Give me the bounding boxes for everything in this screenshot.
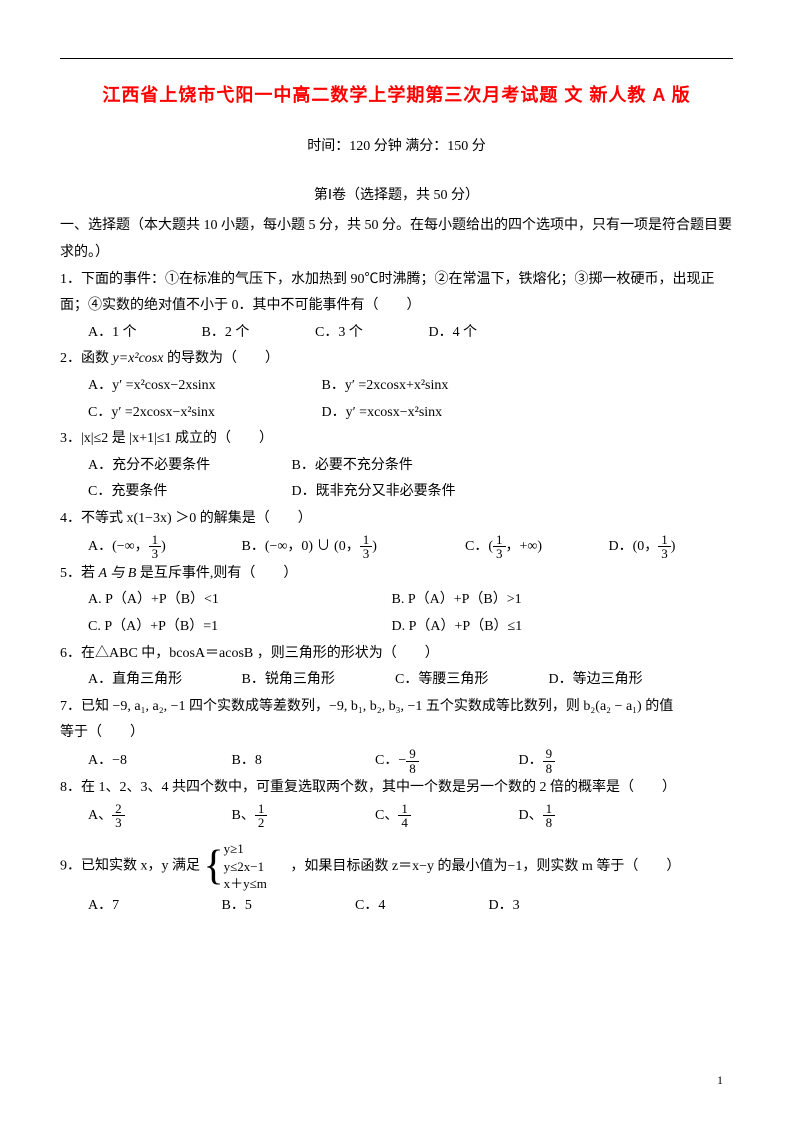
q1-opt-d: D．4 个 [429, 320, 539, 347]
q2-stem-pre: 2．函数 [60, 351, 113, 366]
q9-pre: 9．已知实数 x，y 满足 [60, 859, 200, 874]
q7-opt-b: B．8 [232, 748, 372, 775]
question-8-stem: 8．在 1、2、3、4 共四个数中，可重复选取两个数，其中一个数是另一个数的 2… [60, 775, 733, 802]
q8-opt-d: D、18 [519, 802, 659, 830]
q2-func: y=x²cosx [113, 351, 164, 366]
question-1-options: A．1 个 B．2 个 C．3 个 D．4 个 [60, 320, 733, 347]
q4-opt-c: C．(13，+∞) [465, 533, 605, 561]
q1-opt-a: A．1 个 [88, 320, 198, 347]
question-5-stem: 5．若 A 与 B 是互斥事件,则有（ ） [60, 561, 733, 588]
question-7-stem2: 等于（ ） [60, 720, 733, 747]
top-rule [60, 58, 733, 59]
question-5-options-row1: A. P（A）+P（B）<1 B. P（A）+P（B）>1 [60, 587, 733, 614]
q8-opt-a: A、23 [88, 802, 228, 830]
q6-opt-b: B．锐角三角形 [242, 667, 392, 694]
q9-opt-c: C．4 [355, 893, 485, 920]
question-5-options-row2: C. P（A）+P（B）=1 D. P（A）+P（B）≤1 [60, 614, 733, 641]
question-2-options-row2: C．y′ =2xcosx−x²sinx D．y′ =xcosx−x²sinx [60, 400, 733, 427]
question-3-options-row2: C．充要条件 D．既非充分又非必要条件 [60, 479, 733, 506]
time-label: 时间： [307, 139, 349, 154]
q2-opt-d: D．y′ =xcosx−x²sinx [322, 400, 552, 427]
section-heading: 第Ⅰ卷（选择题，共 50 分） [60, 183, 733, 210]
q7-opt-c: C．−98 [375, 747, 515, 775]
q9-row3: x＋y≤m [224, 876, 267, 891]
question-3-options-row1: A．充分不必要条件 B．必要不充分条件 [60, 453, 733, 480]
q7-opt-a: A．−8 [88, 748, 228, 775]
q3-opt-b: B．必要不充分条件 [292, 453, 492, 480]
q3-opt-a: A．充分不必要条件 [88, 453, 288, 480]
q6-opt-d: D．等边三角形 [549, 667, 699, 694]
q6-opt-a: A．直角三角形 [88, 667, 238, 694]
q2-opt-a: A．y′ =x²cosx−2xsinx [88, 373, 318, 400]
question-3-stem: 3．|x|≤2 是 |x+1|≤1 成立的（ ） [60, 426, 733, 453]
q2-stem-suf: 的导数为（ ） [163, 351, 279, 366]
q7-opt-d: D．98 [519, 747, 659, 775]
q3-opt-d: D．既非充分又非必要条件 [292, 479, 492, 506]
question-6-stem: 6．在△ABC 中，bcosA＝acosB ，则三角形的形状为（ ） [60, 641, 733, 668]
q9-opt-d: D．3 [489, 893, 619, 920]
q5-pre: 5．若 [60, 566, 99, 581]
page-number: 1 [717, 1069, 723, 1092]
page-title: 江西省上饶市弋阳一中高二数学上学期第三次月考试题 文 新人教 A 版 [60, 78, 733, 112]
q4-opt-a: A．(−∞，13) [88, 533, 238, 561]
question-1-stem: 1．下面的事件：①在标准的气压下，水加热到 90℃时沸腾；②在常温下，铁熔化；③… [60, 267, 733, 320]
question-2-stem: 2．函数 y=x²cosx 的导数为（ ） [60, 346, 733, 373]
time-value: 120 分钟 [349, 139, 402, 154]
q9-post: ，如果目标函数 z＝x−y 的最小值为−1，则实数 m 等于（ ） [290, 859, 680, 874]
q5-ital: A 与 B [99, 566, 137, 581]
score-value: 150 分 [447, 139, 486, 154]
question-4-options: A．(−∞，13) B．(−∞，0) ∪ (0，13) C．(13，+∞) D．… [60, 533, 733, 561]
q5-opt-c: C. P（A）+P（B）=1 [88, 614, 388, 641]
q1-opt-c: C．3 个 [315, 320, 425, 347]
q9-opt-a: A．7 [88, 893, 218, 920]
question-6-options: A．直角三角形 B．锐角三角形 C．等腰三角形 D．等边三角形 [60, 667, 733, 694]
question-9-options: A．7 B．5 C．4 D．3 [60, 893, 733, 920]
q8-opt-c: C、14 [375, 802, 515, 830]
question-9-stem: 9．已知实数 x，y 满足 {y≥1 y≤2x−1 x＋y≤m ，如果目标函数 z＝… [60, 840, 733, 893]
question-8-options: A、23 B、12 C、14 D、18 [60, 802, 733, 830]
q1-opt-b: B．2 个 [202, 320, 312, 347]
question-4-stem: 4．不等式 x(1−3x) ＞0 的解集是（ ） [60, 506, 733, 533]
q2-opt-b: B．y′ =2xcosx+x²sinx [322, 373, 552, 400]
q3-opt-c: C．充要条件 [88, 479, 288, 506]
q8-opt-b: B、12 [232, 802, 372, 830]
brace-icon: { [204, 845, 224, 887]
q5-opt-a: A. P（A）+P（B）<1 [88, 587, 388, 614]
question-7-stem: 7．已知 −9, a₁, a₂, −1 四个实数成等差数列，−9, b₁, b₂… [60, 694, 733, 721]
q9-row1: y≥1 [224, 841, 244, 856]
question-2-options-row1: A．y′ =x²cosx−2xsinx B．y′ =2xcosx+x²sinx [60, 373, 733, 400]
q2-opt-c: C．y′ =2xcosx−x²sinx [88, 400, 318, 427]
q6-opt-c: C．等腰三角形 [395, 667, 545, 694]
q5-post: 是互斥事件,则有（ ） [136, 566, 297, 581]
q5-opt-b: B. P（A）+P（B）>1 [392, 587, 642, 614]
q9-system: y≥1 y≤2x−1 x＋y≤m [224, 840, 267, 893]
q5-opt-d: D. P（A）+P（B）≤1 [392, 614, 642, 641]
question-7-options: A．−8 B．8 C．−98 D．98 [60, 747, 733, 775]
section-intro: 一、选择题（本大题共 10 小题，每小题 5 分，共 50 分。在每小题给出的四… [60, 213, 733, 266]
q4-opt-d: D．(0，13) [609, 533, 719, 561]
exam-meta: 时间：120 分钟 满分：150 分 [60, 134, 733, 161]
score-label: 满分： [405, 139, 447, 154]
q9-row2: y≤2x−1 [224, 859, 264, 874]
q4-opt-b: B．(−∞，0) ∪ (0，13) [242, 533, 462, 561]
q9-opt-b: B．5 [222, 893, 352, 920]
